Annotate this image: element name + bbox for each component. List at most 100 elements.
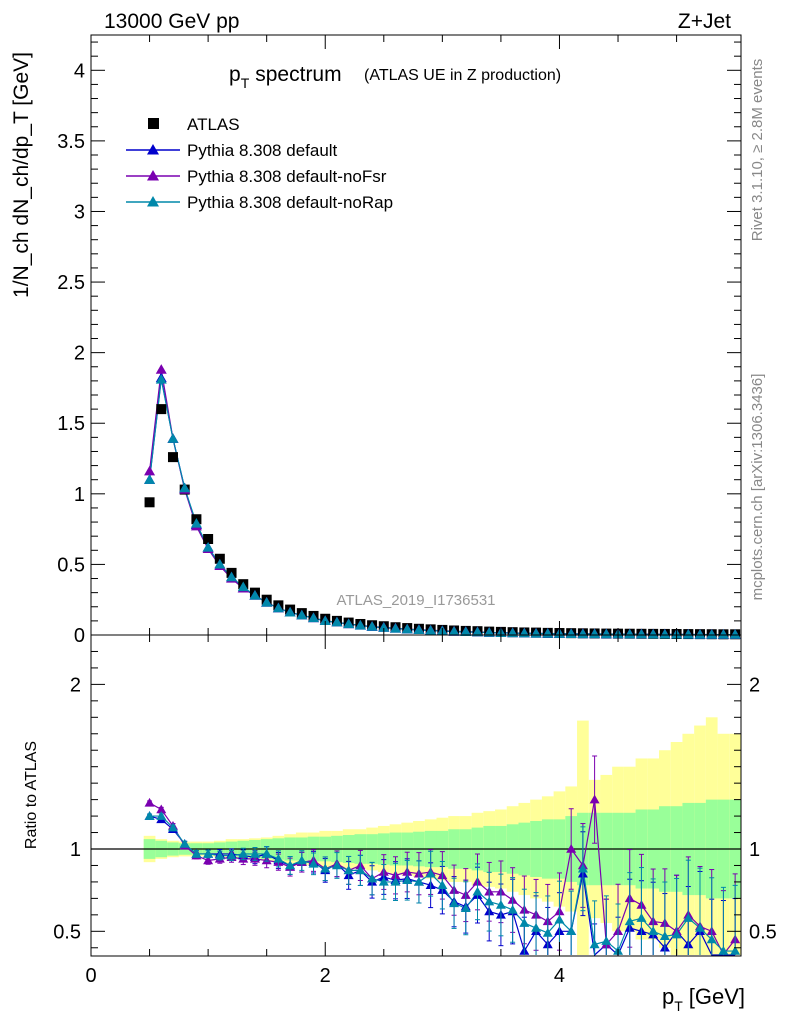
legend-marker: [147, 144, 159, 155]
main-marks: [144, 364, 741, 640]
x-tick-label: 4: [554, 965, 565, 987]
x-axis-T-sub: T: [674, 998, 683, 1014]
ratio-data-point: [355, 865, 366, 875]
atlas-data-point: [156, 404, 167, 415]
ratio-data-point: [203, 855, 214, 865]
atlas-data-point: [214, 553, 225, 564]
ratio-data-point: [378, 876, 389, 886]
mc-data-point: [167, 433, 179, 443]
ratio-data-point: [472, 886, 483, 896]
x-axis-unit: [GeV]: [689, 984, 745, 1009]
ratio-y-ticks: 0.5 0.5 1 1 2 2: [53, 650, 777, 949]
ratio-y-tick-label-right: 2: [749, 674, 760, 696]
mc-data-point: [659, 628, 671, 639]
beam-label: 13000 GeV pp: [104, 10, 239, 33]
mc-data-point: [249, 589, 261, 600]
main-y-tick-label: 0: [74, 625, 85, 647]
ratio-data-point: [308, 858, 319, 868]
main-y-tick-label: 3: [74, 201, 85, 223]
mc-data-point: [425, 624, 437, 635]
mc-data-point: [378, 622, 390, 632]
ratio-data-point: [437, 880, 448, 889]
mc-data-point: [600, 628, 612, 639]
main-y-tick-label: 1: [74, 484, 85, 506]
ratio-data-point: [343, 865, 354, 875]
ratio-data-point: [413, 876, 424, 886]
ratio-data-point: [566, 926, 577, 936]
ratio-data-point: [144, 811, 155, 820]
x-tick-label: 0: [85, 965, 96, 987]
main-y-tick-label: 0.5: [57, 554, 85, 576]
legend-label: Pythia 8.308 default: [187, 141, 338, 160]
ratio-data-point: [249, 848, 260, 858]
mc-data-point: [237, 581, 249, 592]
ratio-data-point: [156, 811, 167, 820]
mc-data-point: [624, 628, 636, 639]
mc-data-point: [214, 558, 226, 569]
ratio-data-point: [730, 946, 741, 955]
mc-data-point: [261, 597, 273, 607]
x-tick-label: 2: [320, 965, 331, 987]
mc-data-point: [144, 474, 156, 484]
main-y-tick-label: 2.5: [57, 272, 85, 294]
mc-data-point: [694, 629, 706, 639]
ratio-data-point: [191, 848, 202, 858]
mc-data-point: [460, 626, 472, 637]
title-T-sub: T: [241, 75, 250, 91]
atlas-data-point: [167, 452, 178, 463]
ratio-data-point: [636, 913, 647, 922]
legend-label: ATLAS: [187, 115, 240, 134]
ratio-y-axis-label: Ratio to ATLAS: [23, 741, 40, 849]
ratio-data-point: [285, 860, 296, 870]
ratio-data-point: [531, 923, 542, 932]
ratio-data-point: [331, 860, 342, 870]
legend-marker-atlas: [148, 118, 159, 129]
mc-data-point: [401, 623, 413, 634]
ratio-data-point: [449, 898, 460, 908]
mc-data-point: [413, 624, 425, 635]
x-axis-label: pT [GeV]: [662, 984, 745, 1014]
analysis-id-label: ATLAS_2019_I1736531: [336, 592, 495, 609]
ratio-data-point: [167, 822, 178, 832]
ratio-data-point: [566, 844, 577, 853]
mc-data-point: [272, 602, 284, 613]
mc-data-point: [390, 623, 402, 633]
mc-data-point: [706, 629, 718, 639]
x-axis-p: p: [662, 984, 674, 1009]
ratio-data-point: [495, 899, 506, 909]
ratio-data-point: [659, 931, 670, 940]
ratio-y-tick-label-right: 0.5: [749, 921, 777, 943]
ratio-y-tick-label: 2: [70, 674, 81, 696]
ratio-data-point: [144, 797, 155, 807]
mc-data-point: [717, 629, 729, 639]
ratio-data-point: [624, 916, 635, 926]
ratio-data-point: [460, 903, 471, 913]
ratio-frame: [90, 634, 742, 957]
mc-data-point: [565, 628, 577, 638]
mc-data-point: [331, 616, 343, 627]
ratio-data-point: [695, 923, 706, 932]
ratio-data-point: [425, 868, 436, 878]
main-panel: 0 0.5 1 1.5 2 2.5 3 3.5 4 pT spectrum (ATLAS UE i…: [10, 34, 742, 647]
ratio-data-point: [273, 853, 284, 863]
ratio-data-point: [402, 875, 413, 885]
ratio-data-point: [156, 804, 167, 814]
ratio-data-point: [589, 939, 600, 949]
mc-data-point: [729, 629, 741, 639]
process-label: Z+Jet: [678, 10, 731, 33]
mc-data-point: [343, 618, 355, 629]
ratio-data-point: [484, 896, 495, 906]
ratio-data-point: [320, 863, 331, 873]
mc-data-point: [308, 612, 320, 623]
mc-data-point: [284, 606, 296, 617]
mc-data-point: [635, 628, 647, 639]
ratio-data-point: [706, 934, 717, 944]
legend-marker: [147, 196, 159, 207]
legend-marker: [147, 170, 159, 181]
ratio-marks: [144, 755, 741, 957]
mc-data-point: [366, 621, 378, 631]
main-y-tick-label: 1.5: [57, 413, 85, 435]
atlas-data-point: [203, 534, 214, 544]
mc-data-point: [190, 517, 202, 528]
